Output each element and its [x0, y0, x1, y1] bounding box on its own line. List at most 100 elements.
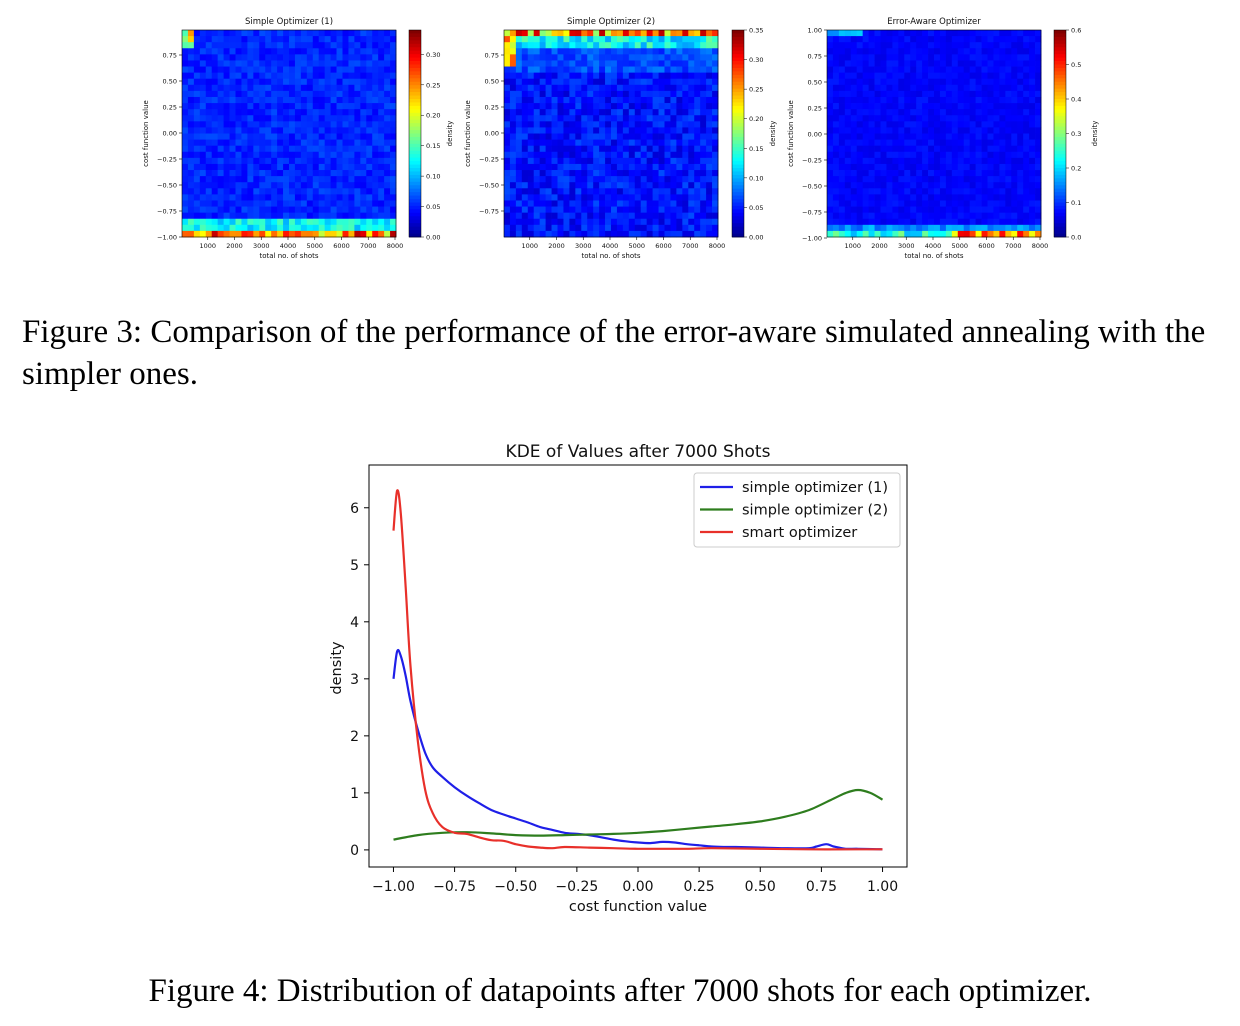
heatmap-cell [575, 54, 582, 61]
heatmap-cell [217, 139, 225, 147]
heatmap-cell [384, 218, 391, 226]
heatmap-cell [934, 66, 941, 74]
heatmap-cell [1023, 145, 1030, 153]
colorbar-segment [409, 195, 421, 200]
heatmap-cell [551, 84, 558, 92]
heatmap-cell [874, 182, 881, 189]
heatmap-cell [951, 42, 959, 49]
heatmap-cell [987, 72, 994, 80]
colorbar-segment [732, 126, 744, 131]
heatmap-cell [1035, 66, 1042, 74]
heatmap-cell [527, 194, 535, 201]
heatmap-cell [277, 66, 284, 74]
heatmap-cell [987, 133, 994, 140]
heatmap-cell [987, 151, 994, 159]
heatmap-cell [838, 224, 846, 232]
heatmap-cell [850, 145, 858, 153]
heatmap-cell [844, 48, 852, 55]
heatmap-cell [265, 194, 272, 201]
heatmap-cell [378, 212, 385, 220]
heatmap-cell [515, 84, 523, 92]
heatmap-cell [611, 54, 618, 61]
heatmap-cell [622, 109, 630, 116]
heatmap-cell [289, 145, 296, 153]
heatmap-cell [187, 133, 195, 140]
heatmap-cell [838, 54, 846, 61]
heatmap-cell [688, 54, 695, 61]
heatmap-cell [509, 127, 517, 134]
heatmap-cell [283, 157, 290, 165]
heatmap-cell [372, 96, 379, 104]
colorbar-segment [1054, 92, 1066, 96]
heatmap-cell [283, 36, 290, 43]
heatmap-cell [182, 127, 189, 134]
heatmap-cell [987, 182, 994, 189]
heatmap-cell [575, 188, 582, 195]
colorbar-segment [409, 74, 421, 79]
heatmap-cell [999, 230, 1006, 238]
heatmap-cell [205, 72, 213, 80]
heatmap-cell [384, 48, 391, 55]
heatmap-cell [700, 84, 707, 92]
heatmap-cell [945, 163, 953, 171]
heatmap-cell [527, 66, 535, 74]
heatmap-cell [265, 145, 272, 153]
heatmap-cell [987, 218, 994, 226]
heatmap-cell [1011, 103, 1018, 110]
heatmap-cell [509, 224, 517, 232]
heatmap-cell [253, 170, 260, 177]
x-tick-label: 4000 [602, 242, 619, 250]
heatmap-cell [646, 230, 654, 238]
heatmap-cell [827, 30, 834, 37]
heatmap-cell [827, 230, 834, 238]
heatmap-cell [330, 218, 337, 226]
heatmap-cell [182, 54, 189, 61]
heatmap-cell [199, 60, 207, 67]
heatmap-cell [628, 103, 636, 110]
heatmap-cell [898, 96, 905, 104]
heatmap-cell [652, 66, 659, 74]
heatmap-cell [904, 230, 911, 238]
heatmap-cell [563, 48, 570, 55]
heatmap-cell [862, 170, 870, 177]
heatmap-cell [975, 90, 982, 98]
heatmap-cell [928, 115, 935, 122]
heatmap-cell [999, 78, 1006, 86]
heatmap-cell [599, 188, 606, 195]
heatmap-cell [599, 127, 606, 134]
heatmap-cell [336, 157, 343, 165]
heatmap-cell [981, 30, 988, 37]
heatmap-cell [850, 109, 858, 116]
heatmap-cell [223, 78, 230, 86]
heatmap-cell [622, 151, 630, 159]
heatmap-cell [384, 145, 391, 153]
heatmap-cell [951, 200, 959, 207]
heatmap-cell [880, 121, 887, 128]
heatmap-cell [521, 163, 529, 171]
heatmap-cell [622, 72, 630, 80]
heatmap-cell [880, 224, 887, 232]
heatmap-cell [545, 115, 552, 122]
heatmap-cell [378, 84, 385, 92]
heatmap-cell [622, 188, 630, 195]
heatmap-cell [1011, 121, 1018, 128]
heatmap-cell [348, 78, 355, 86]
heatmap-cell [247, 42, 254, 49]
heatmap-cell [324, 30, 332, 37]
heatmap-cell [874, 72, 881, 80]
heatmap-cell [987, 90, 994, 98]
heatmap-cell [694, 200, 701, 207]
colorbar-segment [732, 181, 744, 186]
heatmap-cell [348, 84, 355, 92]
heatmap-cell [581, 145, 588, 153]
heatmap-cell [622, 230, 630, 238]
heatmap-cell [1017, 230, 1024, 238]
heatmap-cell [664, 230, 671, 238]
heatmap-cell [898, 230, 905, 238]
heatmap-cell [916, 200, 923, 207]
heatmap-cell [533, 96, 541, 104]
heatmap-cell [957, 224, 965, 232]
heatmap-cell [832, 230, 840, 238]
heatmap-cell [354, 78, 361, 86]
heatmap-cell [211, 212, 219, 220]
